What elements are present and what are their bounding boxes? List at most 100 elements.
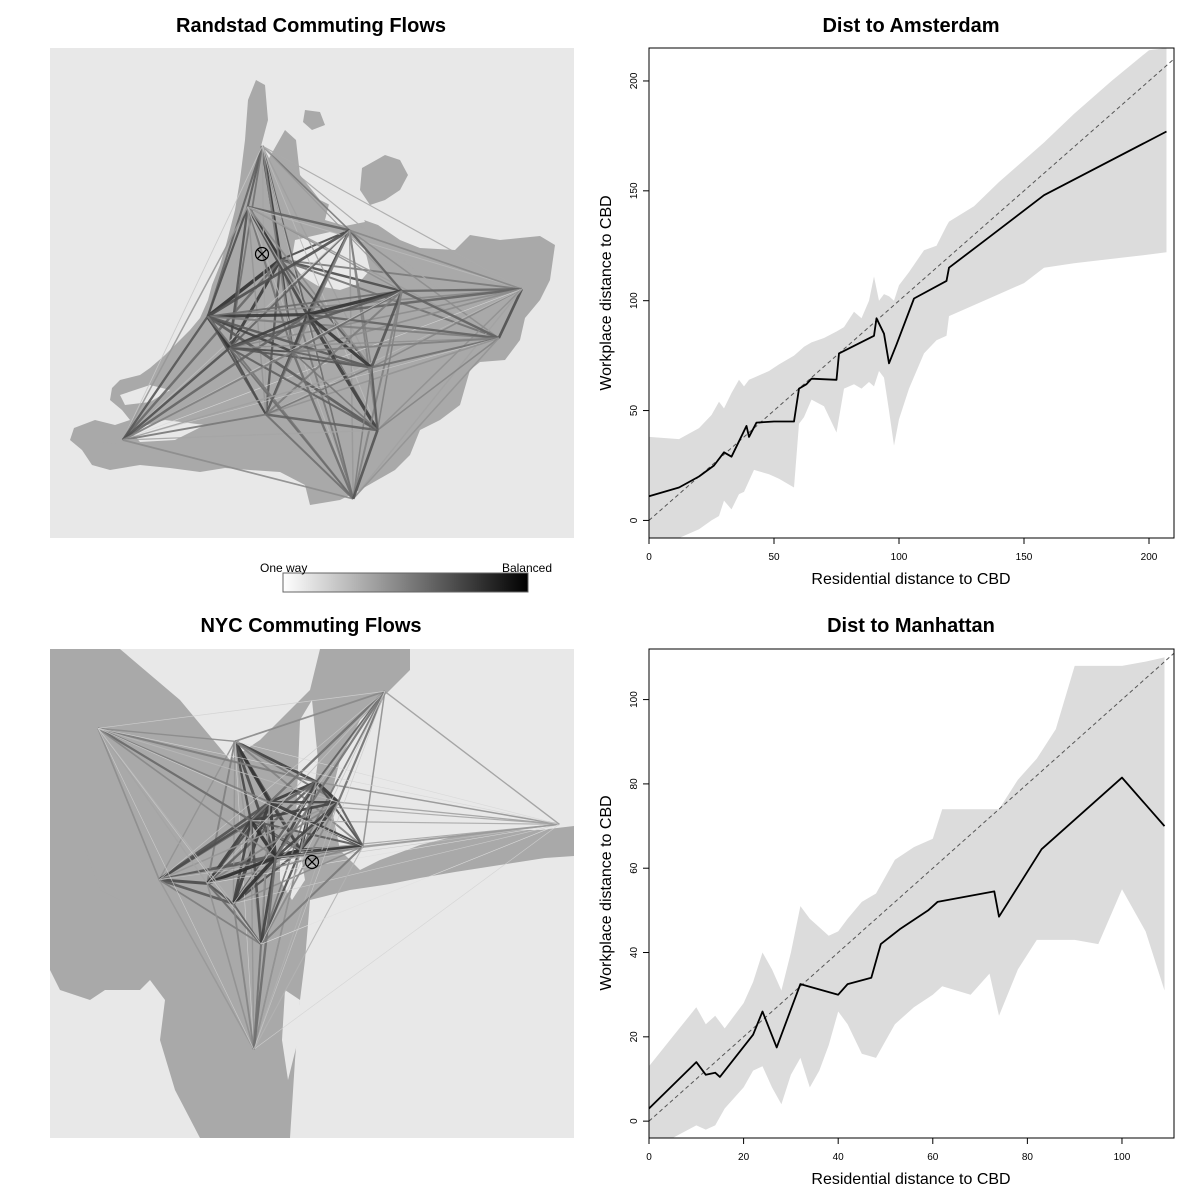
nyc-map-title: NYC Commuting Flows [200, 615, 421, 637]
nyc-flow-line [250, 819, 560, 825]
nyc-flow-line [233, 691, 386, 904]
nyc-flow-line [274, 801, 340, 859]
nyc-flow-line [97, 727, 317, 783]
randstad-flow-line [279, 259, 355, 500]
randstad-flow-line [352, 288, 523, 500]
nyc-flow-lines [97, 690, 560, 1050]
amsterdam-x-tick-label: 100 [891, 552, 908, 563]
randstad-flow-line [247, 206, 500, 339]
nyc-flow-line [159, 878, 208, 885]
randstad-flow-line [228, 347, 267, 415]
randstad-flow-line [292, 337, 499, 353]
randstad-flow-line [206, 229, 351, 318]
amsterdam-series-line-0 [648, 130, 1167, 498]
randstad-flow-line [228, 346, 379, 432]
nyc-flow-line [97, 727, 252, 822]
manhattan-series-line-0 [648, 776, 1166, 1110]
randstad-flow-line [292, 350, 372, 369]
nyc-flow-line [253, 824, 560, 1050]
amsterdam-distance-plot: Dist to Amsterdam Residential distance t… [598, 15, 1175, 588]
randstad-flow-line [207, 315, 499, 340]
nyc-flow-line [206, 883, 255, 1050]
nyc-flow-line [253, 781, 318, 1050]
amsterdam-y-tick-label: 0 [629, 517, 640, 523]
randstad-map-title: Randstad Commuting Flows [176, 15, 446, 37]
randstad-flow-line [265, 288, 523, 415]
nyc-flow-line [234, 740, 339, 804]
randstad-flow-line [206, 206, 249, 317]
randstad-flow-line [352, 367, 373, 499]
nyc-flow-line [97, 728, 255, 1050]
nyc-flow-line [249, 819, 278, 859]
randstad-flow-line [377, 337, 500, 431]
nyc-flow-line [97, 727, 235, 743]
manhattan-plot-area: 0 20 40 60 80 100 0 20 40 60 80 100 [629, 652, 1175, 1163]
randstad-flow-line [371, 337, 500, 369]
amsterdam-y-tick-label: 100 [629, 292, 640, 309]
randstad-flow-line [122, 346, 231, 441]
randstad-flow-line [291, 351, 355, 500]
randstad-flow-line [261, 145, 372, 368]
nyc-flow-line [234, 741, 255, 1050]
manhattan-x-tick-label: 0 [646, 1152, 652, 1163]
randstad-flow-line [306, 313, 373, 369]
amsterdam-x-tick-label: 200 [1141, 552, 1158, 563]
randstad-flow-line [247, 206, 522, 290]
amsterdam-diagonal-line [648, 58, 1175, 521]
randstad-flow-line [122, 366, 372, 441]
randstad-flow-line [122, 429, 378, 441]
randstad-map-panel: Randstad Commuting Flows [50, 15, 574, 538]
randstad-flow-line [122, 337, 499, 441]
nyc-flow-line [97, 727, 271, 803]
nyc-flow-line [253, 802, 339, 1050]
nyc-flow-line [233, 845, 364, 905]
nyc-flow-line [337, 801, 364, 847]
randstad-flow-line [261, 145, 351, 231]
nyc-flow-line [206, 691, 386, 884]
randstad-flow-line [262, 145, 523, 290]
randstad-flow-line [207, 290, 402, 318]
randstad-flow-line [206, 258, 282, 318]
randstad-flow-line [122, 206, 249, 441]
randstad-flow-line [122, 313, 308, 442]
amsterdam-plot-area: 0 50 100 150 200 0 50 100 150 200 [629, 48, 1175, 563]
randstad-flow-line [261, 145, 403, 292]
manhattan-x-tick-label: 60 [927, 1152, 939, 1163]
nyc-flow-line [158, 878, 262, 945]
nyc-flow-line [316, 781, 560, 826]
nyc-cbd-marker [304, 854, 320, 870]
randstad-flow-line [497, 288, 523, 339]
randstad-flow-line [348, 230, 379, 431]
randstad-flow-line [265, 413, 354, 500]
nyc-flow-line [260, 691, 386, 945]
nyc-flow-line [260, 845, 364, 945]
nyc-flow-line [362, 823, 560, 848]
randstad-flow-line [207, 315, 372, 369]
randstad-flow-line [401, 287, 522, 293]
nyc-flow-line [97, 727, 277, 859]
nyc-flow-line [97, 727, 339, 803]
nyc-flow-line [338, 801, 560, 825]
randstad-flow-line [229, 346, 372, 369]
nyc-flow-line [97, 728, 262, 945]
amsterdam-plot-title: Dist to Amsterdam [822, 15, 999, 37]
randstad-flow-line [376, 288, 523, 431]
manhattan-diagonal-line [648, 652, 1175, 1122]
manhattan-y-tick-label: 80 [629, 778, 640, 790]
nyc-flow-line [234, 741, 560, 825]
randstad-flow-line [207, 313, 308, 319]
nyc-flow-line [97, 727, 160, 881]
nyc-flow-line [233, 741, 253, 821]
nyc-flow-line [384, 690, 560, 825]
nyc-flow-line [206, 845, 364, 885]
nyc-flow-line [253, 691, 386, 1050]
nyc-flow-line [253, 846, 364, 1050]
nyc-flow-line [234, 740, 318, 784]
nyc-flow-line [158, 691, 386, 880]
nyc-flow-line [97, 691, 385, 729]
randstad-flow-line [122, 350, 294, 441]
amsterdam-y-tick-label: 50 [629, 405, 640, 417]
manhattan-y-tick-label: 60 [629, 862, 640, 874]
nyc-flow-line [250, 690, 386, 822]
nyc-flow-line [206, 741, 236, 884]
